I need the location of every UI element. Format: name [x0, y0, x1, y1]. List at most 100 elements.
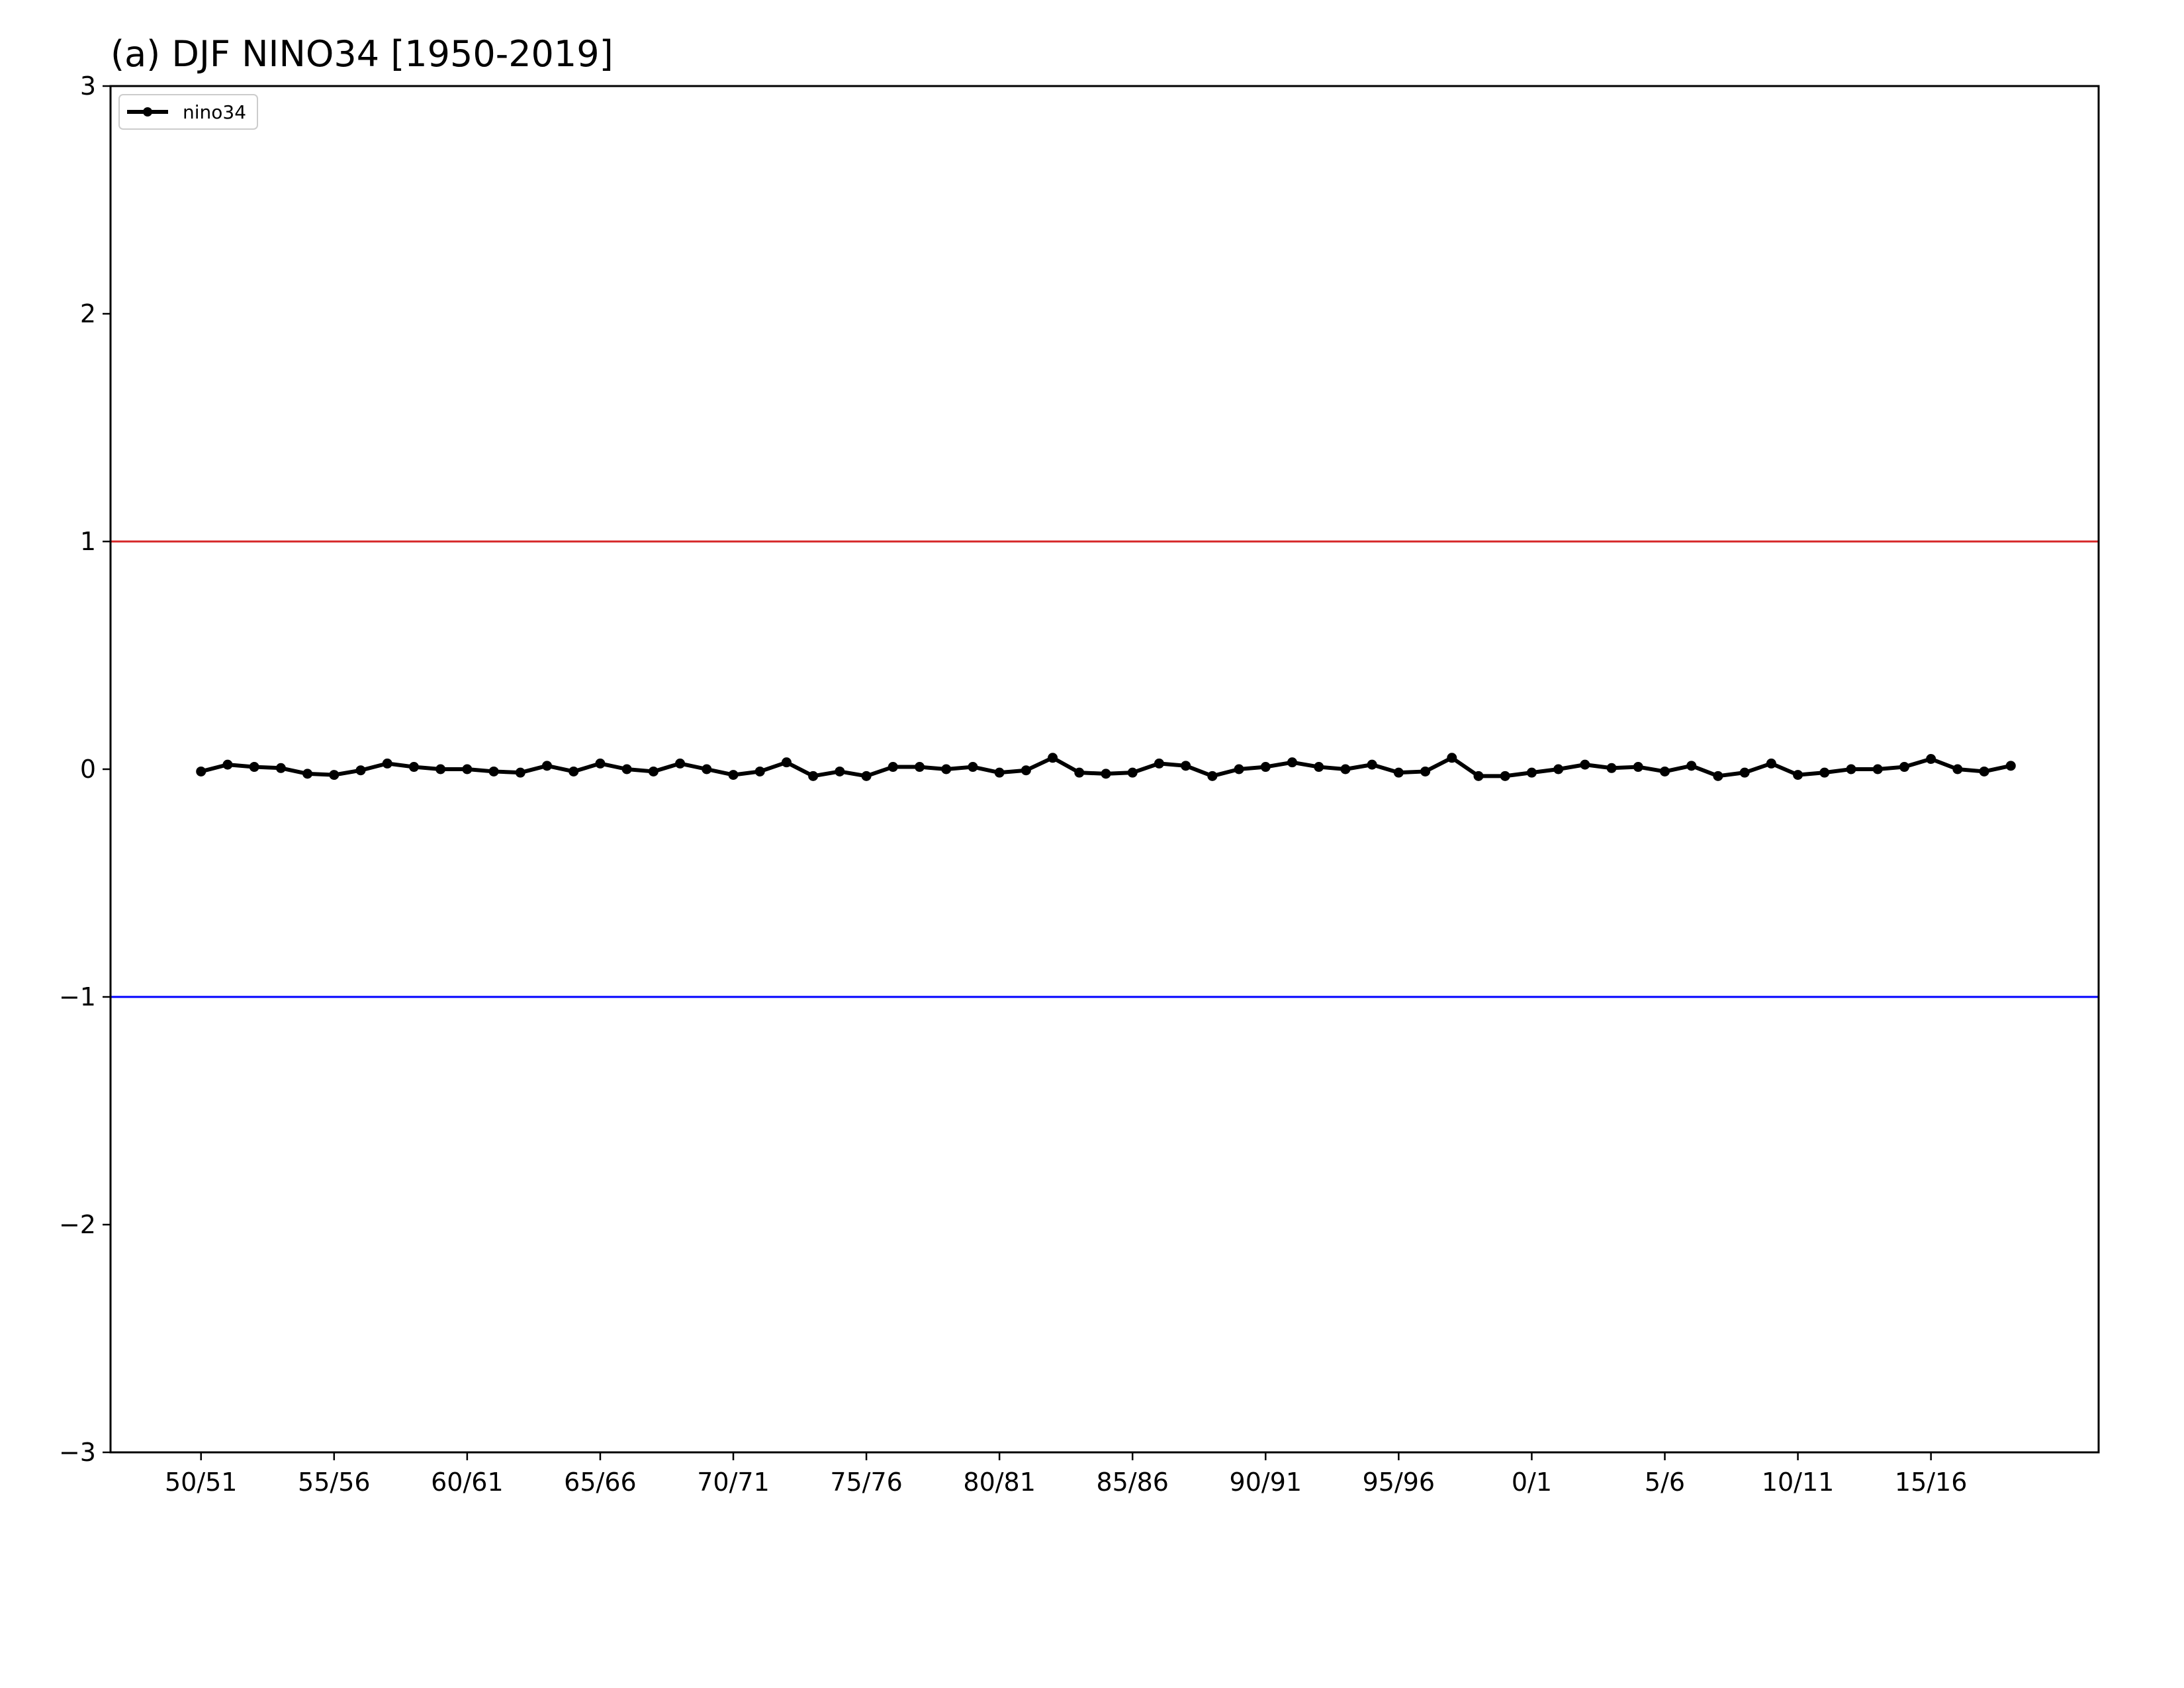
x-tick-label: 80/81 — [963, 1468, 1036, 1497]
data-point — [1633, 762, 1643, 773]
data-point — [275, 763, 286, 773]
data-point — [595, 758, 606, 769]
data-point — [1766, 758, 1776, 769]
data-point — [196, 766, 206, 776]
x-tick-label: 60/61 — [431, 1468, 504, 1497]
x-tick-label: 70/71 — [697, 1468, 770, 1497]
data-point — [408, 762, 419, 773]
y-tick-label: 0 — [80, 755, 96, 784]
x-tick-label: 50/51 — [165, 1468, 238, 1497]
y-tick-label: 1 — [80, 527, 96, 556]
data-point — [1952, 764, 1963, 774]
x-tick-label: 55/56 — [298, 1468, 371, 1497]
data-point — [1393, 767, 1404, 778]
data-point — [648, 766, 659, 776]
legend-marker-swatch — [143, 107, 152, 117]
x-tick-label: 0/1 — [1512, 1468, 1552, 1497]
data-point — [915, 762, 925, 773]
chart-title: (a) DJF NINO34 [1950-2019] — [111, 33, 614, 75]
data-point — [1580, 759, 1590, 770]
data-point — [1207, 771, 1218, 781]
data-point — [1127, 767, 1138, 778]
data-point — [1793, 770, 1803, 780]
data-point — [302, 769, 313, 779]
y-tick-label: −1 — [59, 982, 96, 1011]
data-point — [355, 765, 366, 776]
data-point — [1899, 762, 1909, 773]
data-point — [329, 770, 340, 780]
legend: nino34 — [118, 94, 258, 130]
data-point — [941, 764, 952, 774]
y-axis: 3 2 1 0 −1 −2 −3 — [59, 71, 111, 1467]
data-point — [1048, 753, 1058, 763]
data-point — [1660, 766, 1670, 776]
x-tick-label: 75/76 — [830, 1468, 903, 1497]
y-tick-label: −3 — [59, 1438, 96, 1467]
data-point — [1101, 769, 1111, 779]
x-tick-label: 90/91 — [1230, 1468, 1302, 1497]
reference-lines — [111, 540, 2099, 998]
data-point — [542, 761, 553, 771]
data-point — [675, 758, 686, 769]
data-point — [728, 770, 739, 780]
data-point — [994, 767, 1005, 778]
data-point — [2005, 761, 2016, 771]
x-tick-label: 10/11 — [1762, 1468, 1835, 1497]
data-point — [1287, 757, 1298, 768]
data-point — [1340, 764, 1351, 774]
data-point — [1447, 753, 1457, 763]
data-point — [382, 758, 392, 769]
data-point — [1553, 764, 1564, 774]
data-point — [1500, 771, 1510, 781]
x-tick-label: 95/96 — [1363, 1468, 1435, 1497]
data-point — [1819, 767, 1830, 778]
data-point — [887, 762, 898, 773]
data-point — [435, 764, 446, 774]
series-layer — [196, 753, 2016, 781]
data-point — [1926, 754, 1936, 765]
data-point — [1606, 763, 1617, 773]
data-point — [1154, 758, 1164, 769]
data-point — [222, 759, 233, 770]
data-point — [621, 764, 632, 774]
data-point — [702, 764, 712, 774]
data-point — [249, 762, 259, 773]
data-point — [462, 764, 473, 774]
x-tick-label: 5/6 — [1645, 1468, 1685, 1497]
data-point — [968, 762, 978, 773]
y-tick-label: 2 — [80, 299, 96, 328]
x-axis: 50/51 55/56 60/61 65/66 70/71 75/76 80/81 85/86… — [165, 1452, 1967, 1497]
data-point — [1021, 765, 1031, 776]
y-tick-label: −2 — [59, 1210, 96, 1239]
y-tick-label: 3 — [80, 71, 96, 101]
data-point — [1713, 771, 1723, 781]
legend-box — [118, 94, 258, 130]
data-point — [1739, 767, 1750, 778]
data-point — [754, 766, 765, 776]
data-point — [488, 766, 499, 776]
x-tick-label: 65/66 — [564, 1468, 637, 1497]
data-point — [515, 767, 525, 778]
data-point — [861, 771, 872, 781]
data-point — [1846, 764, 1856, 774]
data-point — [1314, 762, 1324, 773]
data-point — [781, 757, 792, 768]
legend-label-nino34: nino34 — [183, 101, 246, 123]
data-point — [569, 766, 579, 776]
x-tick-label: 85/86 — [1096, 1468, 1169, 1497]
x-tick-label: 15/16 — [1895, 1468, 1968, 1497]
data-point — [1872, 764, 1883, 774]
data-point — [1367, 759, 1377, 770]
data-point — [1260, 762, 1271, 773]
data-point — [1074, 767, 1085, 778]
data-point — [1181, 761, 1191, 771]
data-point — [1526, 767, 1537, 778]
data-point — [835, 766, 845, 776]
data-point — [1473, 771, 1484, 781]
data-point — [808, 771, 819, 781]
data-point — [1420, 766, 1431, 776]
data-point — [1234, 764, 1244, 774]
data-point — [1979, 766, 1989, 776]
data-point — [1686, 761, 1697, 771]
